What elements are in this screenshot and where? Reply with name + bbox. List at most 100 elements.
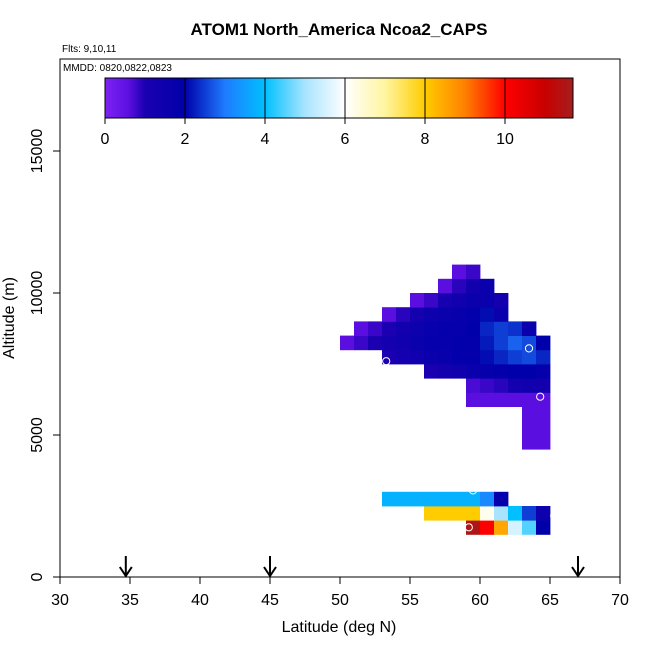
- heatmap-cell: [424, 321, 439, 336]
- colorbar-tick-label: 2: [181, 131, 190, 148]
- x-tick-label: 35: [121, 592, 139, 609]
- heatmap-cell: [536, 364, 551, 379]
- heatmap-cell: [438, 278, 453, 294]
- flights-subtitle: Flts: 9,10,11: [62, 44, 117, 55]
- heatmap-cell: [508, 364, 523, 379]
- heatmap-cell: [396, 491, 411, 507]
- heatmap-cell: [466, 307, 481, 322]
- colorbar-tick-label: 8: [421, 131, 430, 148]
- heatmap-cell: [438, 364, 453, 379]
- heatmap-cell: [480, 335, 495, 351]
- observation-markers: [181, 234, 567, 565]
- observation-marker: [536, 392, 545, 401]
- heatmap-cell: [480, 349, 495, 365]
- x-tick-label: 55: [401, 592, 419, 609]
- heatmap-cell: [494, 506, 509, 521]
- observation-marker: [433, 263, 443, 272]
- y-tick-label: 10000: [29, 271, 46, 316]
- heatmap-cell: [494, 520, 509, 535]
- heatmap-cell: [424, 349, 439, 365]
- heatmap-cell: [522, 335, 537, 351]
- heatmap-cell: [424, 335, 439, 351]
- flight-arrow-head: [118, 566, 133, 578]
- heatmap-cell: [354, 335, 369, 351]
- heatmap-cell: [466, 520, 481, 535]
- observation-marker: [342, 482, 352, 491]
- flight-arrow-head: [571, 566, 585, 578]
- colorbar-tick-label: 0: [101, 131, 110, 148]
- heatmap-cells: [340, 264, 551, 535]
- heatmap-cell: [466, 335, 481, 351]
- heatmap-cell: [466, 378, 481, 393]
- observation-marker: [279, 457, 289, 467]
- y-tick-label: 15000: [29, 129, 46, 174]
- observation-marker: [382, 357, 391, 366]
- heatmap-cell: [494, 378, 509, 393]
- heatmap-cell: [480, 520, 495, 535]
- heatmap-cell: [522, 321, 537, 336]
- heatmap-cell: [452, 293, 467, 308]
- heatmap-cell: [424, 506, 439, 521]
- dates-subtitle: MMDD: 0820,0822,0823: [63, 63, 172, 74]
- heatmap-cell: [480, 293, 495, 308]
- heatmap-cell: [452, 264, 467, 280]
- heatmap-cell: [396, 307, 411, 322]
- heatmap-cell: [424, 293, 439, 308]
- flight-arrow-head: [263, 566, 277, 578]
- heatmap-cell: [438, 307, 453, 322]
- heatmap-cell: [452, 364, 467, 379]
- heatmap-cell: [522, 520, 537, 535]
- heatmap-cell: [396, 349, 411, 365]
- heatmap-cell: [396, 335, 411, 351]
- observation-marker: [468, 486, 478, 495]
- observation-marker: [359, 247, 368, 256]
- heatmap-cell: [480, 364, 495, 379]
- heatmap-cell: [424, 491, 439, 507]
- heatmap-cell: [522, 392, 537, 407]
- heatmap-cell: [410, 349, 425, 365]
- heatmap-cell: [480, 392, 495, 407]
- chart-title: ATOM1 North_America Ncoa2_CAPS: [191, 20, 488, 39]
- heatmap-cell: [522, 420, 537, 436]
- heatmap-cell: [354, 321, 369, 336]
- heatmap-cell: [536, 335, 551, 351]
- y-axis-label: Altitude (m): [1, 277, 18, 359]
- heatmap-cell: [368, 321, 383, 336]
- heatmap-cell: [508, 349, 523, 365]
- x-tick-label: 40: [191, 592, 209, 609]
- y-axis: 0 5000 10000 15000: [29, 129, 60, 581]
- x-tick-label: 30: [51, 592, 69, 609]
- colorbar-ticks: 0 2 4 6 8 10: [101, 78, 514, 148]
- heatmap-cell: [452, 491, 467, 507]
- heatmap-cell: [382, 307, 397, 322]
- x-axis: 30 35 40 45 50 55 60 65 70: [51, 577, 629, 609]
- observation-marker: [464, 523, 473, 532]
- heatmap-cell: [452, 335, 467, 351]
- heatmap-cell: [480, 491, 495, 507]
- colorbar-tick-label: 4: [261, 131, 270, 148]
- heatmap-cell: [438, 506, 453, 521]
- heatmap-cell: [424, 307, 439, 322]
- heatmap-cell: [494, 392, 509, 407]
- heatmap-cell: [480, 506, 495, 521]
- x-tick-label: 70: [611, 592, 629, 609]
- x-axis-label: Latitude (deg N): [282, 619, 397, 636]
- heatmap-cell: [466, 506, 481, 521]
- x-tick-label: 65: [541, 592, 559, 609]
- heatmap-cell: [438, 321, 453, 336]
- heatmap-cell: [480, 307, 495, 322]
- y-tick-label: 0: [29, 572, 46, 581]
- heatmap-cell: [466, 392, 481, 407]
- heatmap-cell: [494, 307, 509, 322]
- heatmap-cell: [466, 278, 481, 294]
- observation-marker: [181, 300, 191, 309]
- heatmap-cell: [466, 349, 481, 365]
- x-tick-label: 60: [471, 592, 489, 609]
- heatmap-cell: [452, 307, 467, 322]
- colorbar-tick-label: 10: [496, 131, 514, 148]
- heatmap-cell: [382, 349, 397, 365]
- observation-marker: [558, 345, 567, 354]
- observation-marker: [545, 555, 555, 565]
- heatmap-cell: [382, 491, 397, 507]
